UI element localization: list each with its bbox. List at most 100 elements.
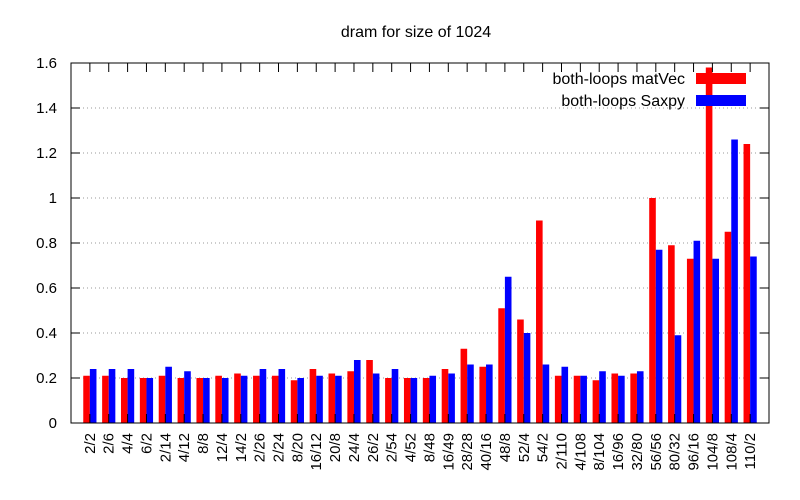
x-tick-label: 2/26 xyxy=(252,433,269,462)
x-tick-label: 2/14 xyxy=(157,433,174,462)
bar-matvec xyxy=(271,375,279,423)
legend: both-loops matVec both-loops Saxpy xyxy=(552,71,746,110)
bar-saxpy xyxy=(504,276,512,423)
bar-saxpy xyxy=(618,375,625,423)
bar-matvec xyxy=(385,378,392,423)
x-tick-label: 32/80 xyxy=(629,433,646,471)
legend-label-0: both-loops matVec xyxy=(552,71,685,88)
bar-matvec xyxy=(158,375,166,423)
x-tick-label: 12/4 xyxy=(214,433,231,462)
bar-matvec xyxy=(724,231,732,423)
x-tick-label: 4/12 xyxy=(176,433,193,462)
bar-saxpy xyxy=(278,369,286,423)
bar-matvec xyxy=(366,360,373,423)
bar-matvec xyxy=(102,375,109,423)
bar-matvec xyxy=(536,220,543,423)
legend-label-1: both-loops Saxpy xyxy=(561,93,685,110)
bars xyxy=(83,67,757,423)
bar-matvec xyxy=(347,371,354,423)
x-tick-label: 96/16 xyxy=(686,433,703,471)
bar-saxpy xyxy=(655,249,663,423)
bar-matvec xyxy=(328,373,336,423)
bar-matvec xyxy=(592,380,600,423)
x-tick-label: 20/8 xyxy=(327,433,344,462)
x-tick-label: 108/4 xyxy=(723,433,740,471)
bar-matvec xyxy=(649,198,656,423)
y-axis: 0 0.2 0.4 0.6 0.8 1 1.2 1.4 1.6 xyxy=(36,55,769,432)
bar-saxpy xyxy=(146,378,154,423)
x-tick-label: 54/2 xyxy=(535,433,552,462)
x-tick-label: 16/12 xyxy=(308,433,325,471)
y-tick-label: 0.6 xyxy=(36,280,57,297)
x-tick-label: 26/2 xyxy=(365,433,382,462)
bar-saxpy xyxy=(165,366,172,423)
bar-matvec xyxy=(253,375,260,423)
y-tick-label: 1.2 xyxy=(36,145,57,162)
bar-saxpy xyxy=(599,371,606,423)
bar-saxpy xyxy=(221,378,229,423)
bar-saxpy xyxy=(316,375,323,423)
bar-saxpy xyxy=(108,369,116,423)
x-tick-label: 56/56 xyxy=(648,433,665,471)
legend-swatch-1 xyxy=(696,95,746,106)
x-tick-label: 52/4 xyxy=(516,433,533,462)
bar-matvec xyxy=(234,373,241,423)
x-tick-label: 40/16 xyxy=(478,433,495,471)
y-tick-label: 0 xyxy=(49,415,57,432)
chart-title: dram for size of 1024 xyxy=(341,24,491,41)
x-tick-label: 2/2 xyxy=(82,433,99,454)
x-tick-label: 28/28 xyxy=(459,433,476,471)
bar-matvec xyxy=(403,378,411,423)
x-tick-label: 80/32 xyxy=(667,433,684,471)
bar-saxpy xyxy=(127,369,135,423)
bar-saxpy xyxy=(731,139,738,423)
bar-saxpy xyxy=(89,369,97,423)
x-tick-label: 16/49 xyxy=(440,433,457,471)
bar-saxpy xyxy=(580,375,587,423)
bar-saxpy xyxy=(203,378,210,423)
bar-saxpy xyxy=(372,373,380,423)
x-axis: 2/2 2/6 4/4 6/2 2/14 4/12 8/8 12/4 14/2 2/26 2/24 8… xyxy=(82,63,759,471)
x-tick-label: 8/8 xyxy=(195,433,212,454)
y-tick-label: 1.6 xyxy=(36,55,57,72)
bar-saxpy xyxy=(259,369,267,423)
x-tick-label: 16/96 xyxy=(610,433,627,471)
bar-matvec xyxy=(177,378,185,423)
bar-saxpy xyxy=(561,366,569,423)
bar-saxpy xyxy=(410,378,418,423)
bar-matvec xyxy=(743,144,751,423)
bar-saxpy xyxy=(636,371,644,423)
bar-saxpy xyxy=(391,369,399,423)
x-tick-label: 4/108 xyxy=(572,433,589,471)
x-tick-label: 8/104 xyxy=(591,433,608,471)
bar-matvec xyxy=(290,380,298,423)
bar-matvec xyxy=(196,378,204,423)
x-tick-label: 4/4 xyxy=(120,433,137,454)
x-tick-label: 6/2 xyxy=(138,433,155,454)
bar-saxpy xyxy=(184,371,191,423)
bar-saxpy xyxy=(429,375,437,423)
bar-saxpy xyxy=(712,258,720,423)
bar-saxpy xyxy=(335,375,342,423)
y-tick-label: 1.4 xyxy=(36,100,57,117)
bar-saxpy xyxy=(448,373,455,423)
x-tick-label: 8/20 xyxy=(289,433,306,462)
y-tick-label: 0.2 xyxy=(36,370,57,387)
x-tick-label: 24/4 xyxy=(346,433,363,462)
bar-matvec xyxy=(517,319,524,423)
gridlines xyxy=(71,107,769,379)
y-tick-label: 0.4 xyxy=(36,325,57,342)
bar-matvec xyxy=(611,373,619,423)
x-tick-label: 110/2 xyxy=(742,433,759,469)
y-tick-label: 0.8 xyxy=(36,235,57,252)
x-tick-label: 104/8 xyxy=(704,433,721,471)
bar-matvec xyxy=(460,348,468,423)
bar-saxpy xyxy=(523,333,531,423)
bar-saxpy xyxy=(467,364,474,423)
bar-matvec xyxy=(630,373,637,423)
x-tick-label: 2/110 xyxy=(553,433,570,469)
x-tick-label: 4/52 xyxy=(403,433,420,462)
bar-matvec xyxy=(554,375,562,423)
bar-matvec xyxy=(139,378,147,423)
